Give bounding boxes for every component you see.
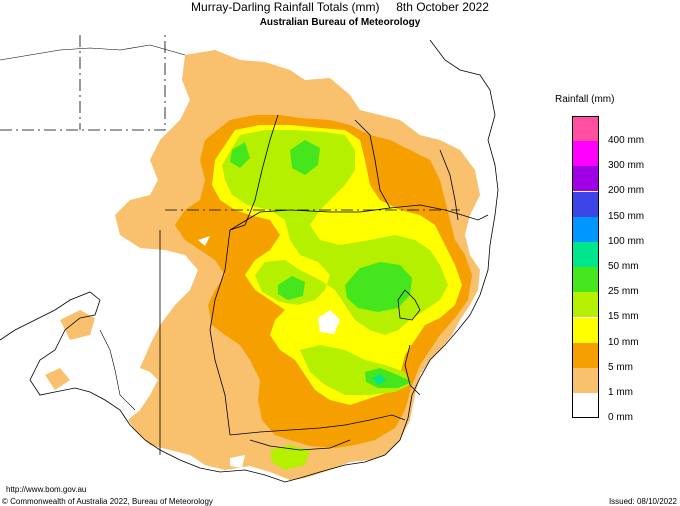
dry-area-2 <box>198 236 210 246</box>
coastline-south <box>0 291 181 461</box>
legend-swatch <box>572 368 599 393</box>
land-outline-nw <box>0 44 186 61</box>
legend-label: 10 mm <box>608 336 639 348</box>
state-lines <box>0 35 460 211</box>
legend-swatch <box>572 116 599 141</box>
legend-swatch <box>572 191 599 217</box>
rainfall-area-25mm <box>345 262 412 312</box>
rainfall-area-15mm-vic <box>270 445 310 470</box>
legend-swatch <box>572 393 599 419</box>
rainfall-area-25mm-nw <box>230 142 250 168</box>
land-outline <box>0 44 186 411</box>
legend-swatch <box>572 141 599 167</box>
legend-swatch <box>572 267 599 293</box>
legend-frame <box>572 116 599 418</box>
legend-label: 100 mm <box>608 235 645 247</box>
issued-date: Issued: 08/10/2022 <box>608 497 677 506</box>
copyright-notice: © Commonwealth of Australia 2022, Bureau… <box>2 497 213 506</box>
border-nsw-vic <box>229 414 406 436</box>
legend-label: 15 mm <box>608 311 639 323</box>
source-url[interactable]: http://www.bom.gov.au <box>6 485 87 494</box>
dry-area-3 <box>230 455 245 468</box>
legend-title: Rainfall (mm) <box>555 94 615 105</box>
legend-swatch <box>572 292 599 318</box>
legend-swatch <box>572 317 599 343</box>
legend-label: 150 mm <box>608 210 645 222</box>
legend-label: 25 mm <box>608 286 639 298</box>
map-subtitle: Australian Bureau of Meteorology <box>259 17 421 28</box>
legend-label: 1 mm <box>608 387 633 398</box>
rainfall-area-1mm-west <box>60 310 95 340</box>
coastline-east <box>179 39 499 483</box>
border-river-mid <box>404 344 421 396</box>
border-murray <box>209 229 231 436</box>
borders <box>0 39 499 483</box>
legend-swatch <box>572 216 599 242</box>
legend-label: 5 mm <box>608 361 633 373</box>
legend-label: 400 mm <box>608 135 645 146</box>
rainfall-area-50mm <box>372 374 386 385</box>
land-outline-spencer <box>99 329 136 411</box>
legend-swatch <box>572 342 599 368</box>
legend-label: 300 mm <box>608 160 645 172</box>
rainfall-area-25mm-north <box>290 140 320 175</box>
dry-area-1 <box>318 310 340 334</box>
legend-label: 50 mm <box>608 261 639 272</box>
border-act <box>397 289 421 321</box>
rainfall-area-1mm-coast <box>45 368 70 390</box>
legend-label: 0 mm <box>608 412 633 424</box>
border-vic-inner <box>249 439 351 451</box>
border-river-north <box>354 119 391 209</box>
map-title: Murray-Darling Rainfall Totals (mm) 8th … <box>191 0 489 14</box>
state-line-nt-sa <box>0 35 166 131</box>
legend-swatch <box>572 166 599 192</box>
rainfall-area-25mm-mid <box>278 276 305 300</box>
legend-swatch <box>572 242 599 267</box>
border-nt-qld <box>229 114 279 231</box>
legend-label: 200 mm <box>608 185 645 197</box>
rainfall-area-25mm-south <box>365 368 412 388</box>
